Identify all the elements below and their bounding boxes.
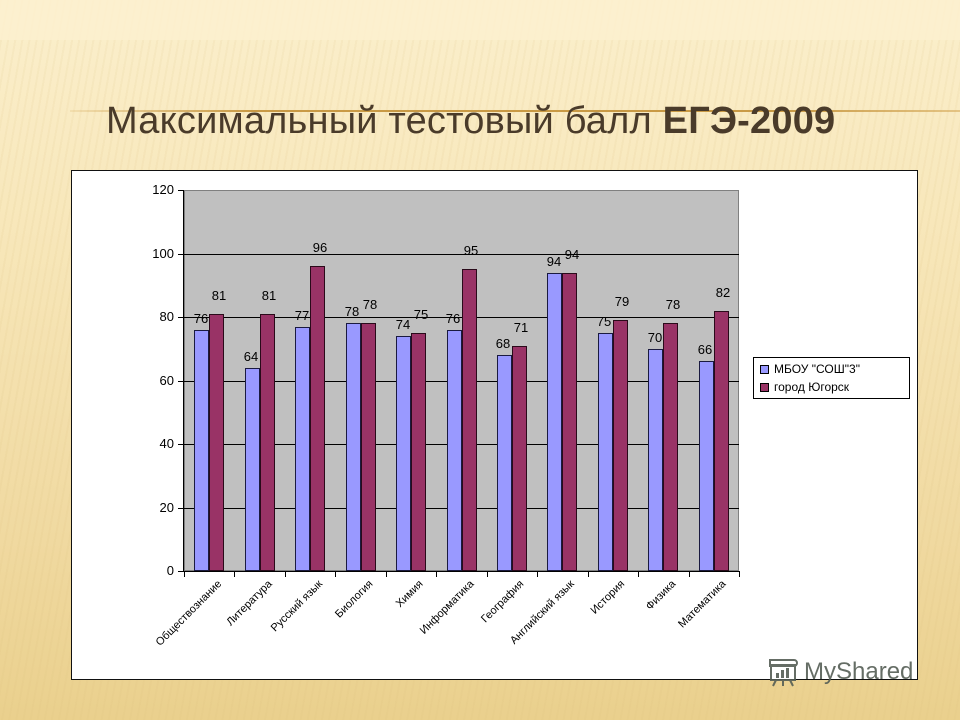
y-tick-label: 100 <box>152 246 174 261</box>
data-label: 94 <box>564 247 580 262</box>
bar-school <box>245 368 260 571</box>
y-axis <box>183 190 184 572</box>
bar-school <box>346 323 361 571</box>
data-label: 75 <box>413 307 429 322</box>
slide-title: Максимальный тестовый балл ЕГЭ-2009 <box>106 100 906 143</box>
bar-city <box>462 269 477 571</box>
data-label: 75 <box>596 314 612 329</box>
x-tick-mark <box>689 571 690 577</box>
chart-legend: МБОУ "СОШ"3" город Югорск <box>753 357 910 399</box>
legend-swatch-school <box>760 364 769 374</box>
title-rule <box>70 110 960 112</box>
data-label: 74 <box>395 317 411 332</box>
legend-label-city: город Югорск <box>774 380 850 394</box>
x-tick-mark <box>638 571 639 577</box>
data-label: 70 <box>647 330 663 345</box>
y-tick-mark <box>178 571 184 572</box>
x-tick-mark <box>537 571 538 577</box>
bar-city <box>512 346 527 571</box>
data-label: 78 <box>665 297 681 312</box>
bar-city <box>411 333 426 571</box>
bar-school <box>194 330 209 571</box>
data-label: 94 <box>546 254 562 269</box>
bar-school <box>447 330 462 571</box>
legend-label-school: МБОУ "СОШ"3" <box>774 362 860 376</box>
x-tick-mark <box>285 571 286 577</box>
y-tick-mark <box>178 317 184 318</box>
data-label: 96 <box>312 240 328 255</box>
x-tick-mark <box>436 571 437 577</box>
data-label: 71 <box>513 320 529 335</box>
data-label: 79 <box>614 294 630 309</box>
y-tick-mark <box>178 254 184 255</box>
bar-school <box>699 361 714 571</box>
y-tick-label: 20 <box>159 500 174 515</box>
bar-school <box>547 273 562 571</box>
y-tick-label: 80 <box>159 309 174 324</box>
bar-city <box>361 323 376 571</box>
background-top-band <box>0 0 960 40</box>
y-tick-mark <box>178 190 184 191</box>
x-axis <box>183 571 740 572</box>
x-tick-mark <box>184 571 185 577</box>
data-label: 68 <box>495 336 511 351</box>
legend-item-city: город Югорск <box>760 379 849 395</box>
data-label: 78 <box>362 297 378 312</box>
title-regular: Максимальный тестовый балл <box>106 100 652 142</box>
bar-city <box>663 323 678 571</box>
data-label: 81 <box>211 288 227 303</box>
y-tick-mark <box>178 381 184 382</box>
y-tick-label: 0 <box>166 563 174 578</box>
y-tick-label: 60 <box>159 373 174 388</box>
data-label: 77 <box>294 308 310 323</box>
bar-school <box>396 336 411 571</box>
x-tick-mark <box>386 571 387 577</box>
data-label: 66 <box>697 342 713 357</box>
bar-school <box>648 349 663 571</box>
gridline <box>184 317 739 318</box>
bar-city <box>260 314 275 571</box>
watermark-text: MyShared <box>804 658 914 685</box>
gridline <box>184 254 739 255</box>
y-tick-mark <box>178 508 184 509</box>
x-tick-mark <box>739 571 740 577</box>
y-tick-label: 40 <box>159 436 174 451</box>
title-bold: ЕГЭ-2009 <box>662 100 836 142</box>
legend-item-school: МБОУ "СОШ"3" <box>760 361 860 377</box>
bar-school <box>598 333 613 571</box>
y-tick-label: 120 <box>152 182 174 197</box>
x-tick-mark <box>588 571 589 577</box>
data-label: 78 <box>344 304 360 319</box>
legend-swatch-city <box>760 382 769 392</box>
bar-school <box>497 355 512 571</box>
bar-city <box>613 320 628 571</box>
x-tick-mark <box>234 571 235 577</box>
x-tick-mark <box>487 571 488 577</box>
y-tick-mark <box>178 444 184 445</box>
presentation-board-icon <box>769 659 798 687</box>
data-label: 64 <box>243 349 259 364</box>
watermark: MyShared <box>766 656 913 688</box>
data-label: 76 <box>445 311 461 326</box>
bar-city <box>714 311 729 571</box>
data-label: 81 <box>261 288 277 303</box>
data-label: 82 <box>715 285 731 300</box>
data-label: 76 <box>193 311 209 326</box>
bar-city <box>209 314 224 571</box>
bar-city <box>310 266 325 571</box>
data-label: 95 <box>463 243 479 258</box>
bar-city <box>562 273 577 571</box>
bar-school <box>295 327 310 571</box>
x-tick-mark <box>335 571 336 577</box>
